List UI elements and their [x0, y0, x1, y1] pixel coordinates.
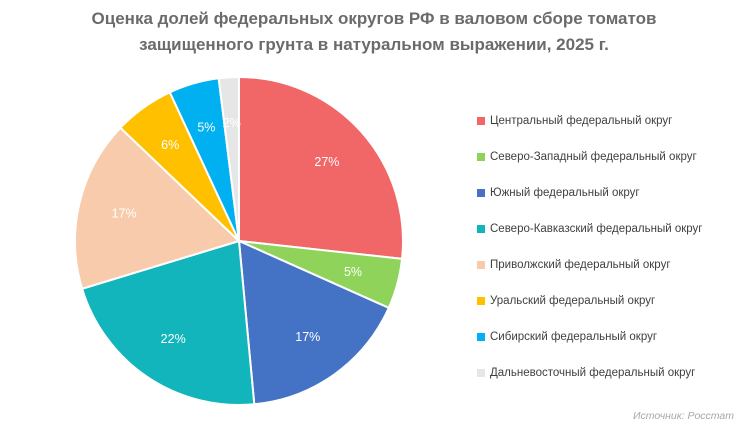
legend-swatch	[477, 333, 485, 341]
legend-swatch	[477, 153, 485, 161]
chart-title: Оценка долей федеральных округов РФ в ва…	[0, 6, 748, 58]
legend-label: Дальневосточный федеральный округ	[490, 367, 696, 379]
pie-data-label-6: 5%	[197, 121, 215, 135]
chart-legend: Центральный федеральный округ Северо-Запа…	[477, 103, 703, 391]
pie-data-label-2: 17%	[295, 330, 320, 344]
pie-data-label-4: 17%	[112, 207, 137, 221]
legend-item: Центральный федеральный округ	[477, 103, 703, 139]
pie-slice-0	[238, 75, 404, 260]
chart-title-line-2: защищенного грунта в натуральном выражен…	[139, 35, 609, 54]
legend-label: Южный федеральный округ	[490, 187, 640, 199]
legend-item: Северо-Кавказский федеральный округ	[477, 211, 703, 247]
legend-item: Сибирский федеральный округ	[477, 319, 703, 355]
pie-slice-4	[74, 126, 241, 291]
legend-swatch	[477, 297, 485, 305]
pie-slice-2	[237, 239, 391, 406]
legend-swatch	[477, 261, 485, 269]
pie-slice-7	[217, 75, 240, 242]
pie-data-labels: 27% 5% 17% 22% 17% 6% 5% 2%	[112, 116, 362, 346]
legend-swatch	[477, 225, 485, 233]
pie-data-label-1: 5%	[344, 265, 362, 279]
legend-swatch	[477, 369, 485, 377]
source-note: Источник: Росстат	[632, 410, 734, 422]
pie-slice-3	[80, 239, 256, 406]
legend-swatch	[477, 117, 485, 125]
legend-swatch	[477, 189, 485, 197]
chart-title-line-1: Оценка долей федеральных округов РФ в ва…	[91, 9, 657, 28]
pie-data-label-5: 6%	[161, 138, 179, 152]
legend-item: Приволжский федеральный округ	[477, 247, 703, 283]
legend-label: Уральский федеральный округ	[490, 295, 656, 307]
pie-data-label-7: 2%	[223, 116, 241, 130]
legend-item: Уральский федеральный округ	[477, 283, 703, 319]
pie-slices	[74, 75, 404, 406]
legend-label: Северо-Кавказский федеральный округ	[490, 223, 703, 235]
pie-data-label-3: 22%	[161, 332, 186, 346]
legend-label: Северо-Западный федеральный округ	[490, 151, 697, 163]
legend-item: Северо-Западный федеральный округ	[477, 139, 703, 175]
legend-label: Сибирский федеральный округ	[490, 331, 658, 343]
pie-data-label-0: 27%	[314, 155, 339, 169]
legend-label: Центральный федеральный округ	[490, 115, 673, 127]
legend-item: Южный федеральный округ	[477, 175, 703, 211]
legend-item: Дальневосточный федеральный округ	[477, 355, 703, 391]
legend-label: Приволжский федеральный округ	[490, 259, 671, 271]
